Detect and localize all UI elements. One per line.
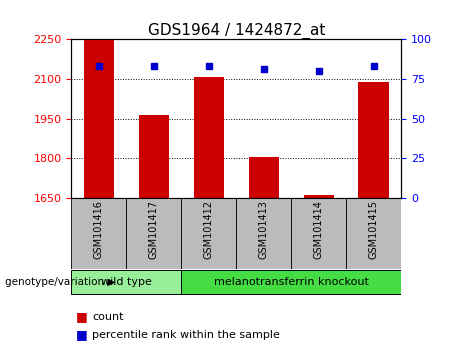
Bar [346, 198, 401, 269]
Bar [194, 77, 224, 198]
Bar [236, 198, 291, 269]
Text: GSM101417: GSM101417 [149, 200, 159, 259]
Text: melanotransferrin knockout: melanotransferrin knockout [214, 277, 369, 287]
Text: GSM101412: GSM101412 [204, 200, 214, 259]
Bar [71, 198, 126, 269]
Text: GSM101414: GSM101414 [313, 200, 324, 259]
Bar [126, 198, 181, 269]
Text: percentile rank within the sample: percentile rank within the sample [92, 330, 280, 339]
Text: GSM101413: GSM101413 [259, 200, 269, 259]
Text: count: count [92, 312, 124, 322]
Text: GSM101416: GSM101416 [94, 200, 104, 259]
Bar [84, 40, 114, 198]
Title: GDS1964 / 1424872_at: GDS1964 / 1424872_at [148, 23, 325, 39]
Text: ■: ■ [76, 328, 88, 341]
Bar [359, 82, 389, 198]
Bar [139, 115, 169, 198]
Bar [248, 157, 279, 198]
Bar [291, 198, 346, 269]
Bar [181, 270, 401, 294]
Text: GSM101415: GSM101415 [369, 200, 378, 259]
Text: genotype/variation ▶: genotype/variation ▶ [5, 277, 115, 287]
Bar [181, 198, 236, 269]
Bar [303, 195, 334, 198]
Text: wild type: wild type [101, 277, 152, 287]
Text: ■: ■ [76, 310, 88, 323]
Bar [71, 270, 181, 294]
